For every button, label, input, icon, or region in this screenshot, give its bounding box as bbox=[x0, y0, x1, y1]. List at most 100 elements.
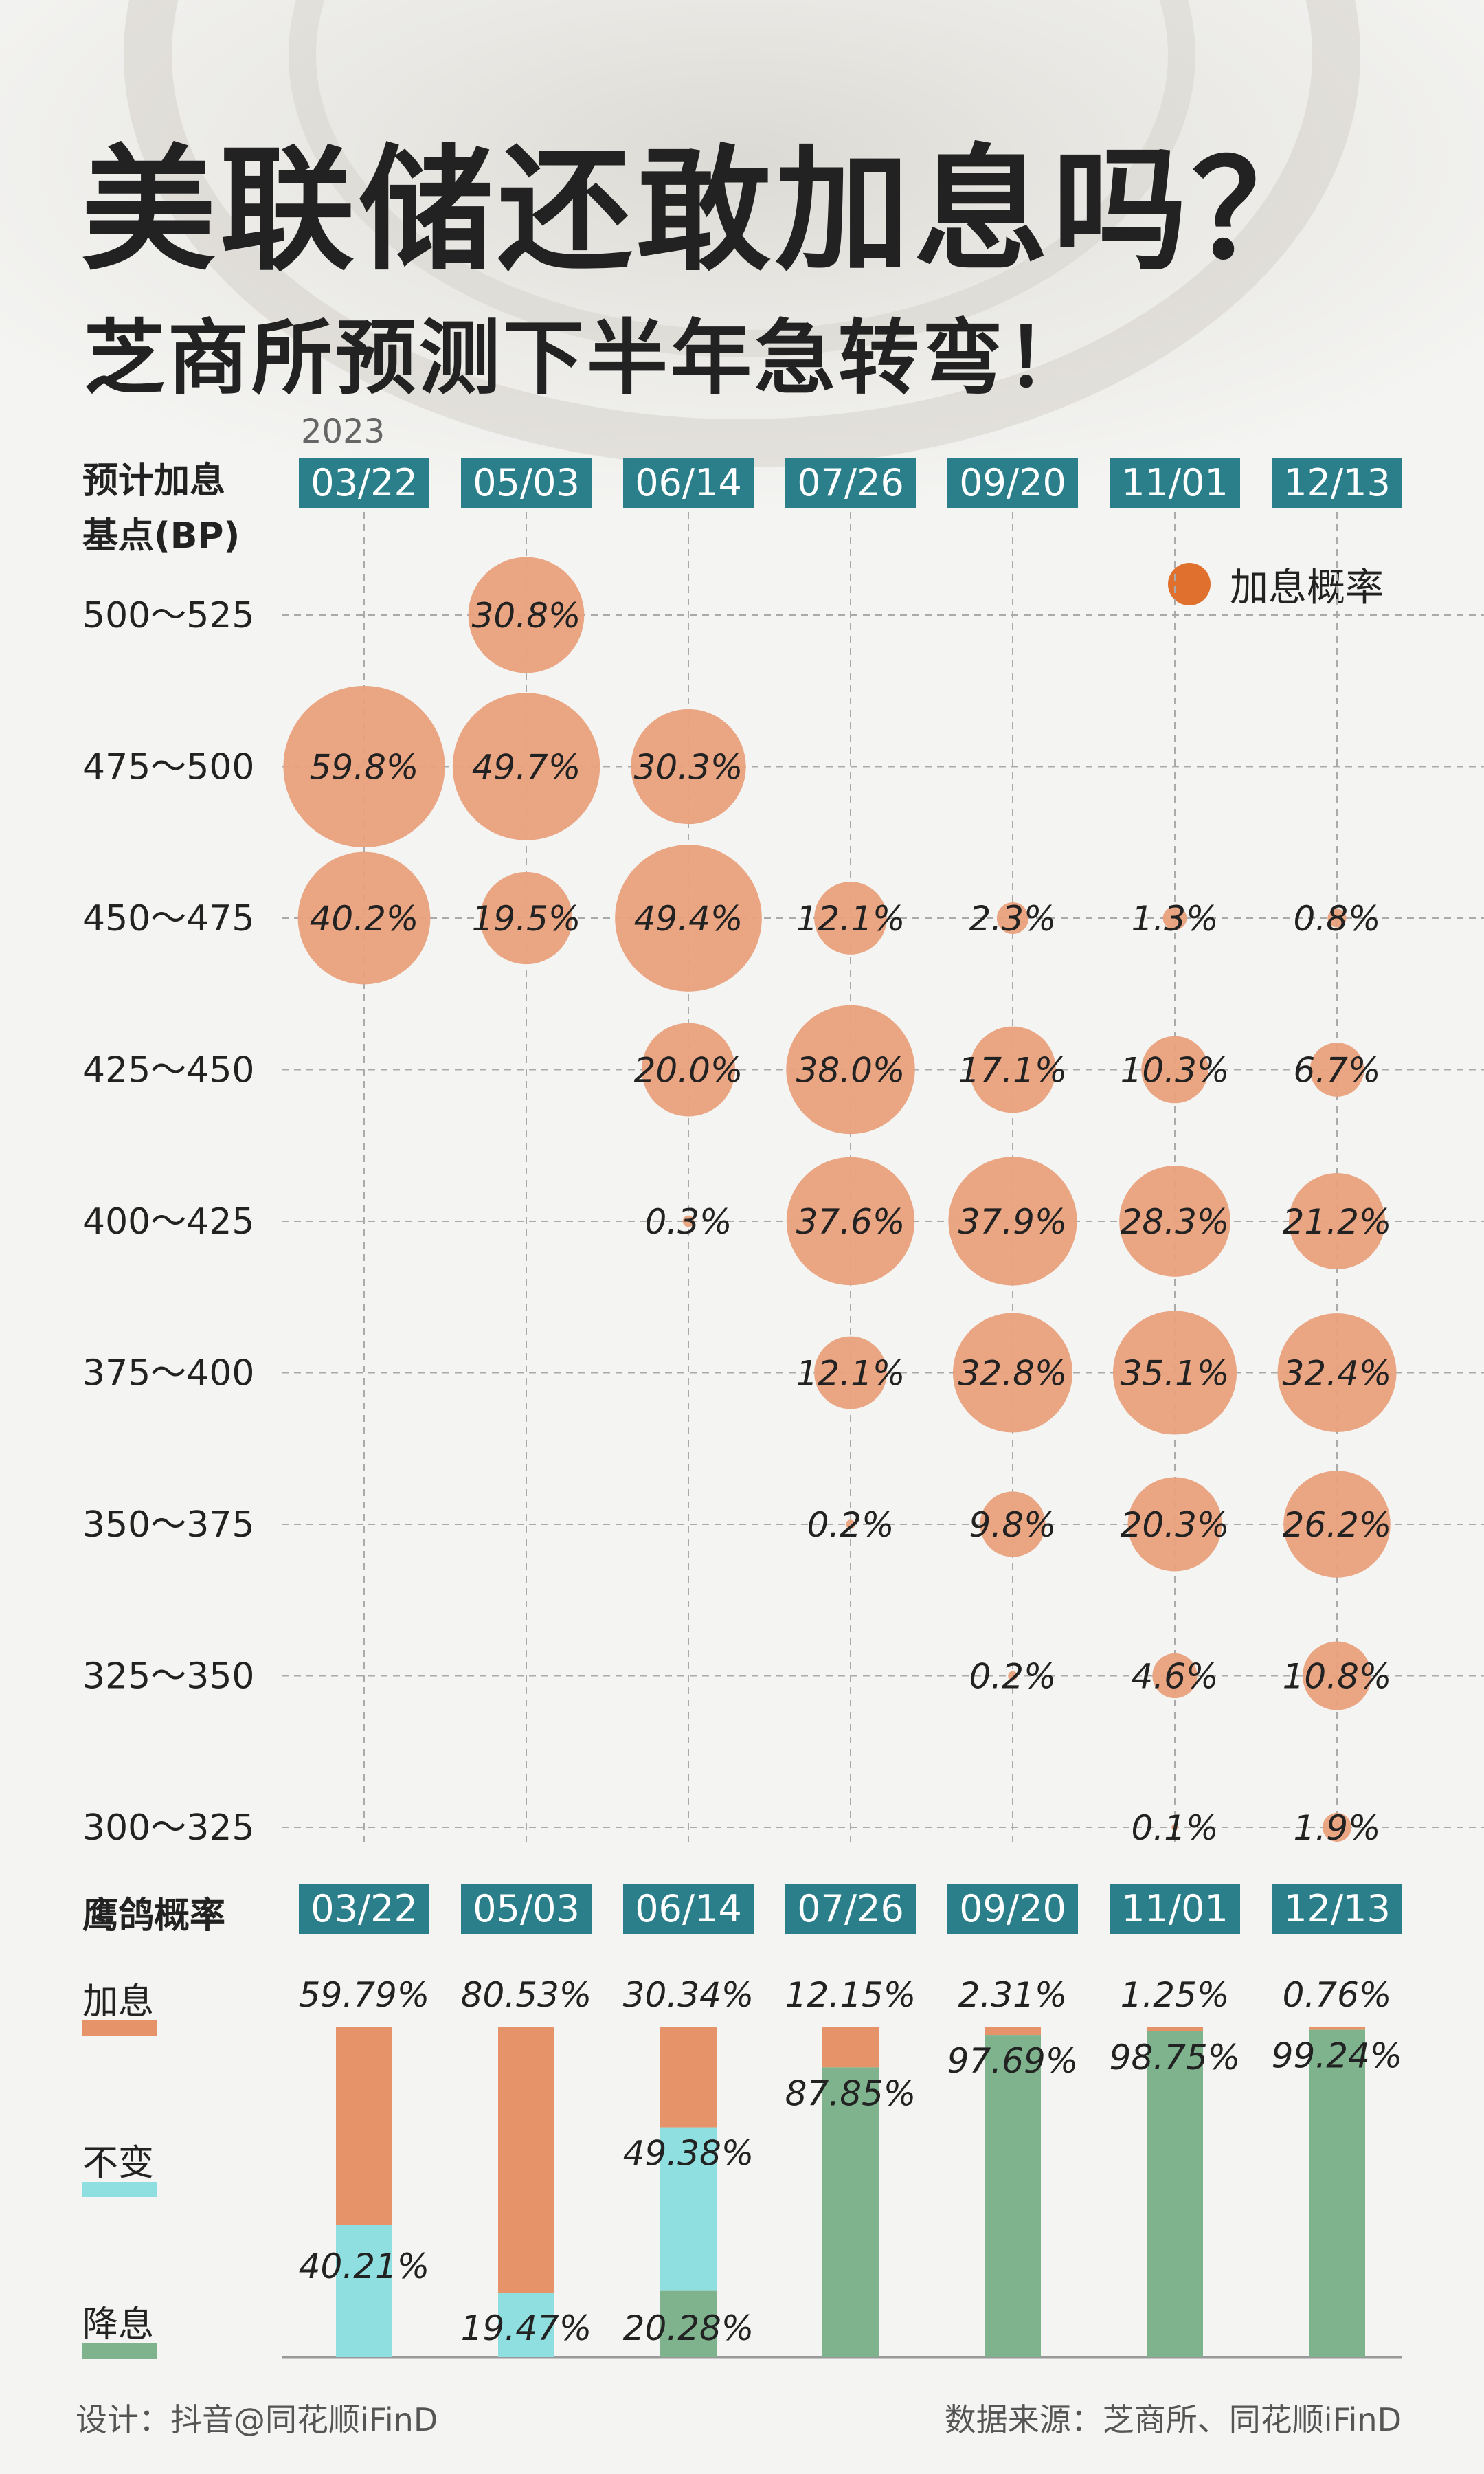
bubble-label-33: 1.9% bbox=[1293, 1808, 1380, 1848]
bubble-28 bbox=[1309, 1043, 1364, 1097]
bubble-30 bbox=[1277, 1313, 1397, 1433]
bar-hike-label-4: 2.31% bbox=[958, 1975, 1068, 2015]
bar-header-box-4 bbox=[947, 1884, 1078, 1934]
bar-header-label-4: 09/20 bbox=[959, 1887, 1066, 1930]
date-header-label-5: 11/01 bbox=[1121, 461, 1228, 504]
bar-hold-label-2: 49.38% bbox=[623, 2134, 754, 2174]
bubble-label-32: 10.8% bbox=[1283, 1657, 1392, 1697]
bar-cut-label-6: 99.24% bbox=[1272, 2036, 1403, 2076]
bar-header-label-0: 03/22 bbox=[311, 1887, 418, 1930]
legend: 加息概率 bbox=[1168, 560, 1384, 610]
y-axis-title-line1: 预计加息 bbox=[82, 460, 226, 502]
bubble-label-10: 38.0% bbox=[796, 1051, 906, 1091]
range-label-5: 375～400 bbox=[82, 1353, 255, 1394]
bubble-label-11: 37.6% bbox=[796, 1202, 906, 1242]
bar-hike-4 bbox=[985, 2027, 1041, 2036]
bar-hold-label-1: 19.47% bbox=[461, 2308, 592, 2348]
bubble-25 bbox=[1152, 1653, 1198, 1699]
category-swatch-cut bbox=[82, 2343, 157, 2359]
bubble-6 bbox=[615, 845, 762, 992]
bubble-17 bbox=[952, 1313, 1073, 1433]
bubble-label-13: 0.2% bbox=[807, 1505, 894, 1545]
bubble-label-19: 0.2% bbox=[969, 1657, 1056, 1697]
range-label-7: 325～350 bbox=[82, 1656, 255, 1697]
date-header-label-4: 09/20 bbox=[959, 461, 1066, 504]
bar-hold-0 bbox=[336, 2224, 392, 2357]
bar-cut-2 bbox=[660, 2290, 717, 2357]
bubble-20 bbox=[1162, 906, 1187, 930]
bubble-0 bbox=[283, 685, 445, 848]
bubble-label-30: 32.4% bbox=[1283, 1354, 1392, 1394]
legend-dot-icon bbox=[1168, 563, 1211, 605]
year-label: 2023 bbox=[301, 412, 385, 451]
bar-cut-label-2: 20.28% bbox=[623, 2308, 754, 2348]
bar-hike-label-3: 12.15% bbox=[785, 1975, 917, 2015]
bubble-18 bbox=[980, 1491, 1046, 1557]
bar-hike-label-0: 59.79% bbox=[299, 1975, 430, 2015]
bubble-5 bbox=[631, 709, 746, 825]
bubble-19 bbox=[1008, 1671, 1018, 1681]
bubble-label-25: 4.6% bbox=[1131, 1657, 1218, 1697]
bubble-label-24: 20.3% bbox=[1121, 1505, 1230, 1545]
footer-source: 数据来源：芝商所、同花顺iFinD bbox=[944, 2401, 1402, 2438]
bar-header-label-5: 11/01 bbox=[1121, 1887, 1228, 1930]
bar-hold-1 bbox=[498, 2293, 554, 2357]
date-header-label-2: 06/14 bbox=[635, 461, 742, 504]
bar-hike-label-6: 0.76% bbox=[1283, 1975, 1392, 2015]
range-label-8: 300～325 bbox=[82, 1807, 255, 1849]
bubble-1 bbox=[297, 851, 431, 985]
bubble-label-18: 9.8% bbox=[969, 1505, 1056, 1545]
bubble-7 bbox=[642, 1023, 735, 1117]
bubble-21 bbox=[1141, 1036, 1208, 1104]
bubble-10 bbox=[786, 1005, 915, 1135]
bubble-label-2: 30.8% bbox=[472, 596, 581, 636]
bubble-11 bbox=[786, 1157, 915, 1286]
bubble-label-6: 49.4% bbox=[634, 899, 743, 939]
category-swatch-hold bbox=[82, 2182, 157, 2197]
bubble-label-31: 26.2% bbox=[1283, 1505, 1392, 1545]
y-axis-title-line2: 基点(BP) bbox=[82, 515, 240, 557]
bubble-label-7: 20.0% bbox=[634, 1051, 743, 1091]
bubble-label-8: 0.3% bbox=[644, 1202, 732, 1242]
bubble-label-12: 12.1% bbox=[796, 1354, 906, 1394]
bar-header-box-2 bbox=[623, 1884, 754, 1934]
bubble-3 bbox=[452, 693, 600, 840]
bar-hike-2 bbox=[660, 2027, 717, 2128]
bubble-label-22: 28.3% bbox=[1121, 1202, 1230, 1242]
bar-header-label-3: 07/26 bbox=[797, 1887, 904, 1930]
bubble-label-28: 6.7% bbox=[1293, 1051, 1380, 1091]
bar-hike-1 bbox=[498, 2027, 554, 2293]
page-title: 美联储还敢加息吗？ bbox=[81, 133, 1331, 289]
bar-cut-label-3: 87.85% bbox=[785, 2073, 917, 2113]
bar-header-box-0 bbox=[299, 1884, 429, 1934]
bar-header-label-2: 06/14 bbox=[635, 1887, 742, 1930]
bubble-label-20: 1.3% bbox=[1131, 899, 1218, 939]
range-label-2: 450～475 bbox=[82, 898, 255, 939]
date-header-box-5 bbox=[1110, 458, 1240, 508]
bar-cut-5 bbox=[1147, 2031, 1203, 2357]
bubble-13 bbox=[846, 1519, 855, 1529]
bar-hike-6 bbox=[1309, 2027, 1365, 2030]
bar-hike-label-5: 1.25% bbox=[1121, 1975, 1230, 2015]
date-header-box-2 bbox=[623, 458, 754, 508]
date-header-label-0: 03/22 bbox=[311, 461, 418, 504]
range-label-4: 400～425 bbox=[82, 1201, 255, 1242]
bubble-27 bbox=[1327, 909, 1347, 928]
bar-hike-label-1: 80.53% bbox=[461, 1975, 592, 2015]
bubble-16 bbox=[948, 1157, 1077, 1286]
bubble-label-0: 59.8% bbox=[310, 748, 419, 788]
bubble-15 bbox=[969, 1026, 1056, 1113]
bar-hold-2 bbox=[660, 2127, 717, 2291]
bar-header-label-1: 05/03 bbox=[473, 1887, 580, 1930]
range-label-3: 425～450 bbox=[82, 1050, 255, 1091]
bubble-33 bbox=[1323, 1813, 1351, 1842]
category-label-hike: 加息 bbox=[82, 1981, 155, 2022]
bubble-label-27: 0.8% bbox=[1293, 899, 1380, 939]
bubble-22 bbox=[1119, 1166, 1230, 1277]
y-axis-title: 预计加息 基点(BP) bbox=[82, 454, 240, 564]
range-label-0: 500～525 bbox=[82, 595, 255, 636]
bubble-26 bbox=[1171, 1824, 1178, 1831]
legend-label: 加息概率 bbox=[1230, 565, 1384, 610]
bubble-4 bbox=[480, 871, 573, 965]
